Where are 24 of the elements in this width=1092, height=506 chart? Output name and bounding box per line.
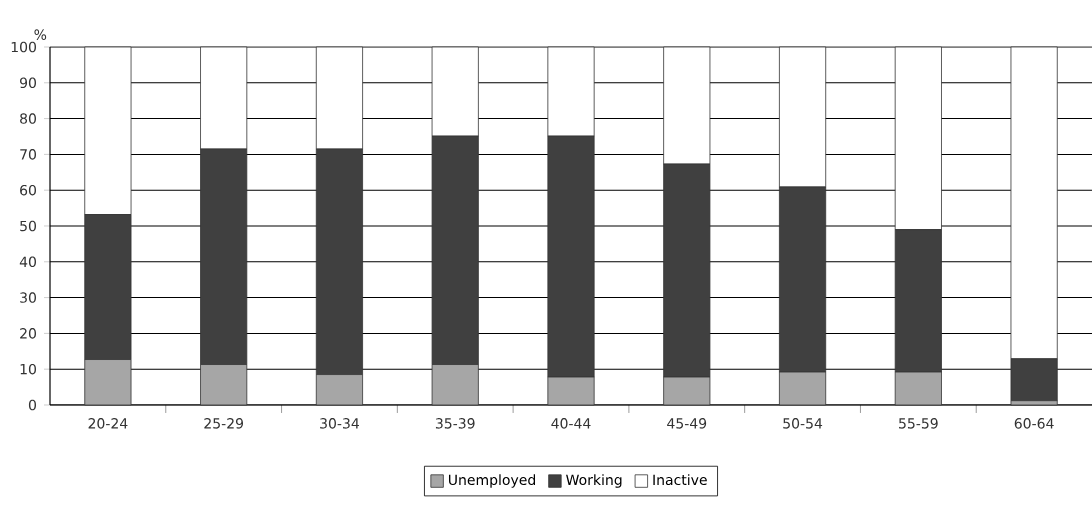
y-tick-label: 90 — [20, 77, 36, 89]
x-tick-label: 20-24 — [88, 418, 128, 429]
legend-label: Inactive — [653, 474, 707, 486]
y-tick-label: 50 — [20, 220, 36, 232]
y-tick-label: 100 — [11, 41, 36, 53]
y-tick-label: 10 — [20, 363, 36, 375]
x-tick-label: 40-44 — [551, 418, 591, 429]
x-tick-label: 30-34 — [320, 418, 359, 429]
x-tick-label: 60-64 — [1014, 418, 1054, 429]
legend-label: Working — [566, 474, 622, 488]
y-tick-label: 20 — [20, 328, 36, 339]
x-tick-label: 55-59 — [899, 418, 938, 429]
y-tick-label: 60 — [20, 184, 36, 196]
y-tick-label: 30 — [20, 292, 36, 303]
x-tick-label: 45-49 — [667, 418, 707, 429]
legend-label: Unemployed — [448, 474, 535, 488]
x-tick-label: 25-29 — [204, 418, 243, 429]
y-tick-label: 80 — [20, 113, 36, 124]
y-tick-label: 0 — [28, 399, 36, 411]
y-tick-label: 70 — [20, 149, 36, 160]
x-tick-label: 50-54 — [783, 418, 823, 429]
y-axis-title: % — [34, 29, 47, 40]
y-tick-label: 40 — [19, 256, 36, 268]
x-tick-label: 35-39 — [435, 418, 475, 429]
